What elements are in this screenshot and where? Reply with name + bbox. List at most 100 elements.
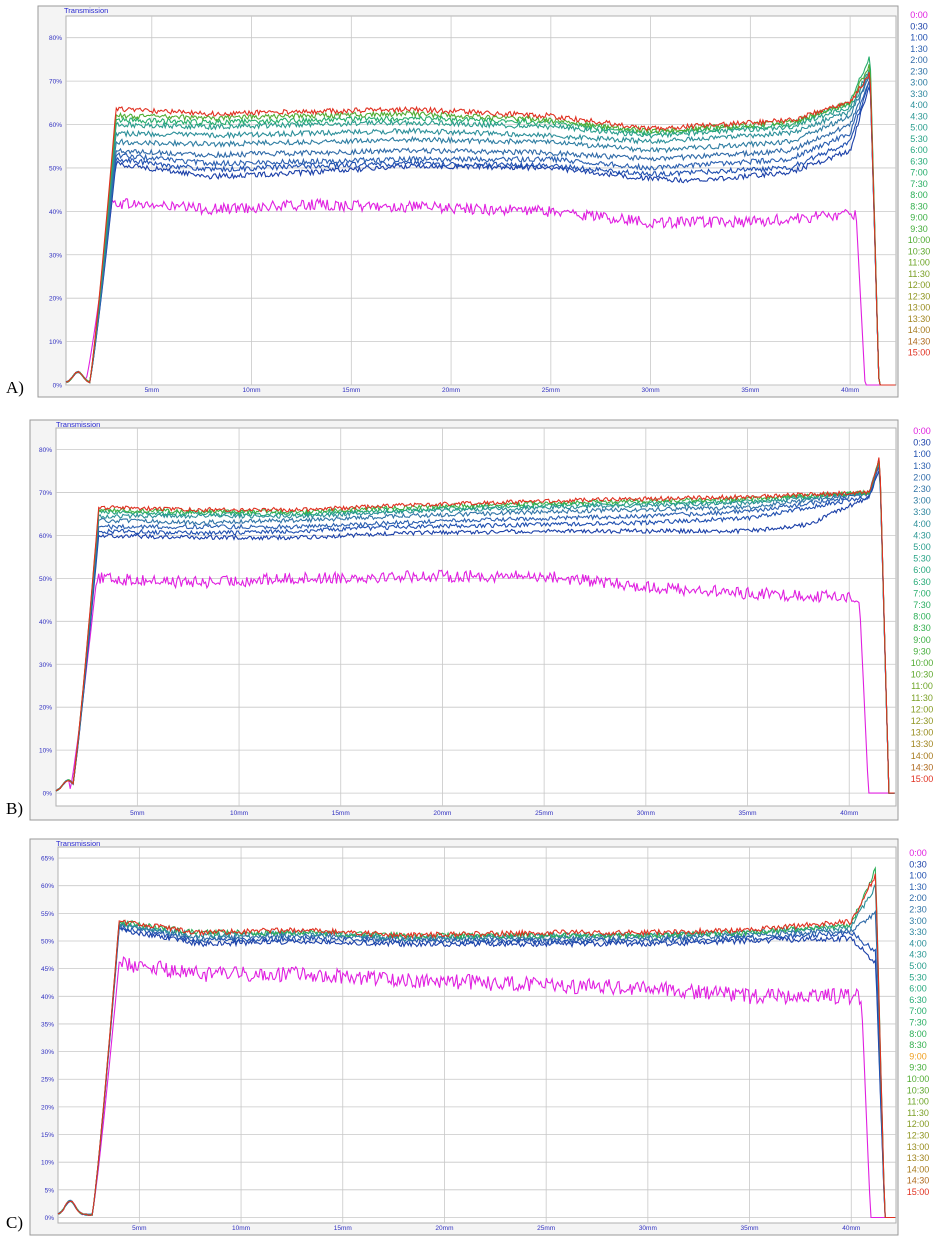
legend-entry: 6:00 [910,145,928,155]
plot-area [57,846,897,1224]
legend-entry: 13:30 [907,1153,930,1163]
series-line-0-30 [65,85,896,386]
series-line-8-00 [57,866,896,1219]
y-tick-label: 0% [45,1215,55,1222]
y-tick-label: 50% [49,165,62,172]
legend-entry: 6:30 [909,995,927,1005]
legend-entry: 0:30 [910,21,928,31]
chart-panel-a: Transmission 0% 10% 20% 30% 40% 50% 60% 70% 80% 5m… [0,0,935,406]
legend-entry: 4:30 [913,530,931,540]
legend-entry: 14:00 [908,325,931,335]
legend-entry: 2:30 [913,484,931,494]
x-tick-label: 35mm [741,387,759,394]
legend-entry: 1:00 [909,871,927,881]
legend-entry: 15:00 [908,348,931,358]
legend-entry: 6:00 [909,984,927,994]
legend-entry: 8:00 [909,1029,927,1039]
y-tick-label: 40% [49,209,62,216]
y-tick-label: 10% [39,748,52,755]
y-tick-label: 70% [49,79,62,86]
legend-entry: 14:30 [908,336,931,346]
chart-panel-b: Transmission 0% 10% 20% 30% 40% 50% 60% 70% 80% 5m… [0,416,935,824]
legend-entry: 4:00 [913,519,931,529]
legend-entry: 5:00 [909,961,927,971]
legend-entry: 10:30 [911,670,934,680]
legend-entry: 11:00 [908,258,930,268]
x-tick-label: 10mm [230,810,248,817]
x-tick-label: 25mm [535,810,553,817]
x-tick-label: 35mm [741,1225,759,1232]
series-line-1-30 [65,80,896,386]
y-tick-label: 10% [41,1160,54,1167]
legend-entry: 10:00 [911,658,934,668]
legend-entry: 8:30 [909,1040,927,1050]
legend-entry: 0:00 [910,10,928,20]
y-tick-label: 55% [41,911,54,918]
legend-entry: 9:00 [913,635,931,645]
x-tick-label: 30mm [639,1225,657,1232]
legend-entry: 3:30 [909,927,927,937]
y-tick-label: 35% [41,1021,54,1028]
legend-entry: 11:00 [907,1097,929,1107]
x-tick-label: 20mm [433,810,451,817]
legend-entry: 5:00 [910,123,928,133]
x-tick-label: 30mm [642,387,660,394]
legend-entry: 7:30 [909,1018,927,1028]
x-tick-label: 25mm [542,387,560,394]
legend-entry: 0:00 [909,848,927,858]
legend-entry: 6:30 [910,156,928,166]
legend-entry: 3:00 [913,496,931,506]
y-tick-label: 30% [39,662,52,669]
legend-entry: 14:00 [907,1164,930,1174]
legend-entry: 4:30 [910,111,928,121]
chart-panel-c: Transmission 0% 5% 10% 15% 20% 25% 30% 35% 40% 45%… [0,835,935,1239]
y-tick-label: 0% [53,383,63,390]
y-tick-label: 80% [39,447,52,454]
legend-entry: 4:30 [909,950,927,960]
plot-area [65,15,897,386]
legend-entry: 1:30 [913,461,931,471]
legend-entry: 12:30 [911,716,934,726]
chart-c: Transmission 0% 5% 10% 15% 20% 25% 30% 35% 40% 45%… [29,838,930,1236]
series-line-1-00 [55,465,895,794]
x-tick-label: 15mm [334,1225,352,1232]
series-line-1-00 [65,79,896,386]
legend-entry: 13:00 [908,303,931,313]
legend-entry: 14:30 [907,1176,930,1186]
x-tick-label: 10mm [243,387,261,394]
legend-entry: 11:30 [907,1108,929,1118]
y-tick-label: 60% [49,122,62,129]
y-tick-label: 40% [39,619,52,626]
y-tick-label: 50% [39,576,52,583]
series-line-15-00 [55,457,895,794]
chart-title: Transmission [56,839,100,848]
legend-entry: 5:30 [910,134,928,144]
x-tick-label: 5mm [132,1225,146,1232]
legend-entry: 12:30 [907,1131,930,1141]
legend-entry: 10:30 [907,1085,930,1095]
legend-entry: 11:30 [908,269,930,279]
y-tick-label: 10% [49,339,62,346]
y-tick-label: 45% [41,966,54,973]
legend-entry: 6:30 [913,577,931,587]
legend-entry: 3:00 [909,916,927,926]
y-tick-label: 65% [41,856,54,863]
series-line-0-00 [57,956,896,1219]
x-tick-label: 25mm [537,1225,555,1232]
series-line-4-00 [55,458,895,794]
legend-entry: 4:00 [910,100,928,110]
legend-entry: 2:30 [909,905,927,915]
y-tick-label: 60% [39,533,52,540]
legend-entry: 1:30 [909,882,927,892]
legend-entry: 4:00 [909,938,927,948]
legend-entry: 9:00 [910,213,928,223]
x-tick-label: 10mm [232,1225,250,1232]
legend-entry: 9:30 [910,224,928,234]
series-line-1-30 [55,466,895,794]
series-line-0-00 [55,569,895,794]
legend-entry: 2:00 [910,55,928,65]
legend-entry: 13:30 [911,739,934,749]
chart-title: Transmission [64,6,108,15]
legend-entry: 12:00 [911,704,934,714]
x-tick-label: 5mm [130,810,144,817]
